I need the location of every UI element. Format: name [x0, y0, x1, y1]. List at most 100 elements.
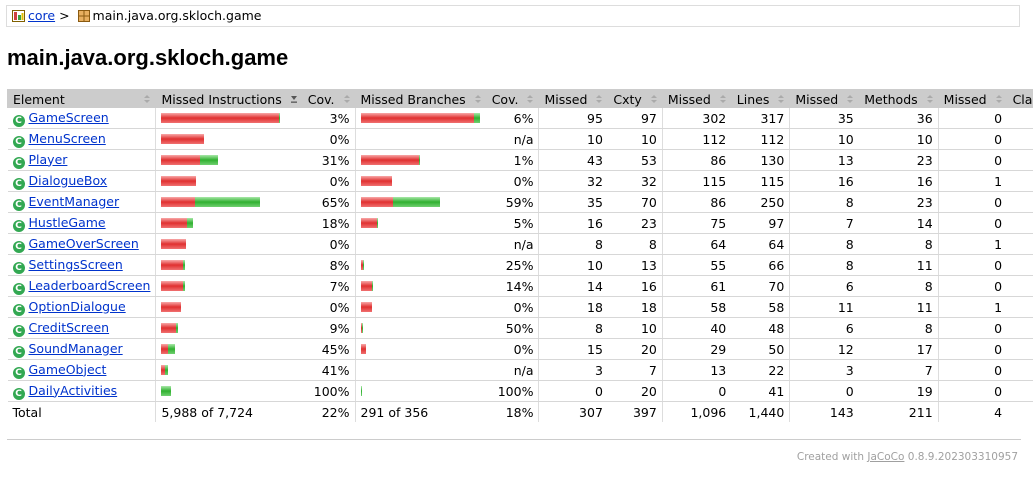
sort-icon [343, 94, 351, 104]
class-link[interactable]: OptionDialogue [29, 299, 126, 314]
branches-cov: 5% [486, 213, 539, 234]
instructions-cov: 100% [302, 381, 355, 402]
missed-lines: 58 [662, 297, 731, 318]
instructions-cov: 8% [302, 255, 355, 276]
header-missed-lines[interactable]: Missed [662, 90, 731, 109]
branches-cov: n/a [486, 360, 539, 381]
classes: 1 [1007, 381, 1033, 402]
missed-instructions-bar [156, 318, 302, 339]
header-missed-instructions[interactable]: Missed Instructions [156, 90, 302, 109]
footer-prefix: Created with [797, 451, 868, 463]
class-link[interactable]: Player [29, 152, 68, 167]
missed-methods: 16 [790, 171, 859, 192]
methods: 11 [859, 297, 938, 318]
class-link[interactable]: LeaderboardScreen [29, 278, 151, 293]
missed-methods: 7 [790, 213, 859, 234]
class-link[interactable]: GameObject [29, 362, 107, 377]
cxty: 10 [608, 129, 662, 150]
header-missed-methods[interactable]: Missed [790, 90, 859, 109]
instructions-cov: 41% [302, 360, 355, 381]
header-element[interactable]: Element [8, 90, 156, 109]
instructions-cov: 0% [302, 297, 355, 318]
classes: 1 [1007, 339, 1033, 360]
missed-lines: 13 [662, 360, 731, 381]
class-link[interactable]: SettingsScreen [29, 257, 123, 272]
covered-segment [183, 281, 185, 291]
classes: 1 [1007, 297, 1033, 318]
missed-cxty: 16 [539, 213, 608, 234]
header-instructions-cov[interactable]: Cov. [302, 90, 355, 109]
class-link[interactable]: HustleGame [29, 215, 106, 230]
cxty: 23 [608, 213, 662, 234]
header-lines[interactable]: Lines [731, 90, 790, 109]
methods: 14 [859, 213, 938, 234]
covered-segment [474, 113, 480, 123]
header-missed-cxty[interactable]: Missed [539, 90, 608, 109]
missed-instructions-bar [156, 297, 302, 318]
class-link[interactable]: MenuScreen [29, 131, 106, 146]
jacoco-link[interactable]: JaCoCo [867, 451, 904, 463]
covered-segment [362, 323, 363, 333]
class-link[interactable]: GameOverScreen [29, 236, 139, 251]
breadcrumb-core-link[interactable]: core [28, 8, 55, 23]
classes: 1 [1007, 234, 1033, 255]
class-link[interactable]: GameScreen [29, 110, 109, 125]
total-label: Total [8, 402, 156, 423]
table-row: CGameObject41%n/a3713223701 [8, 360, 1033, 381]
covered-segment [176, 323, 178, 333]
methods: 11 [859, 255, 938, 276]
methods: 36 [859, 108, 938, 129]
table-row: CMenuScreen0%n/a1010112112101001 [8, 129, 1033, 150]
header-branches-cov[interactable]: Cov. [486, 90, 539, 109]
branches-cov: 0% [486, 339, 539, 360]
element-cell: C Player [8, 150, 156, 171]
covered-segment [183, 260, 185, 270]
branches-cov: 0% [486, 297, 539, 318]
covered-segment [361, 386, 362, 396]
lines: 48 [731, 318, 790, 339]
missed-instructions-bar [156, 234, 302, 255]
methods: 8 [859, 276, 938, 297]
branches-cov: 6% [486, 108, 539, 129]
class-icon: C [13, 199, 25, 211]
header-label: Cov. [308, 92, 335, 107]
cxty: 70 [608, 192, 662, 213]
missed-classes: 0 [938, 318, 1007, 339]
branches-cov: n/a [486, 129, 539, 150]
missed-methods: 8 [790, 192, 859, 213]
missed-segment [361, 113, 474, 123]
header-classes[interactable]: Classes [1007, 90, 1033, 109]
missed-branches-bar [355, 255, 486, 276]
class-link[interactable]: DailyActivities [29, 383, 118, 398]
missed-classes: 0 [938, 339, 1007, 360]
class-link[interactable]: SoundManager [29, 341, 123, 356]
report-icon [12, 10, 25, 22]
branches-cov: 14% [486, 276, 539, 297]
missed-classes: 0 [938, 213, 1007, 234]
header-missed-branches[interactable]: Missed Branches [355, 90, 486, 109]
missed-instructions-bar [156, 255, 302, 276]
class-icon: C [13, 115, 25, 127]
lines: 22 [731, 360, 790, 381]
methods: 23 [859, 150, 938, 171]
class-icon: C [13, 157, 25, 169]
covered-segment [377, 218, 378, 228]
header-methods[interactable]: Methods [859, 90, 938, 109]
class-link[interactable]: CreditScreen [29, 320, 110, 335]
sort-icon [526, 94, 534, 104]
methods: 7 [859, 360, 938, 381]
missed-segment [161, 344, 168, 354]
missed-classes: 0 [938, 360, 1007, 381]
missed-branches-bar [355, 171, 486, 192]
class-link[interactable]: DialogueBox [29, 173, 108, 188]
missed-methods: 8 [790, 234, 859, 255]
header-cxty[interactable]: Cxty [608, 90, 662, 109]
header-label: Element [13, 92, 65, 107]
header-label: Missed Instructions [161, 92, 281, 107]
missed-methods: 0 [790, 381, 859, 402]
header-missed-classes[interactable]: Missed [938, 90, 1007, 109]
missed-segment [161, 176, 196, 186]
cxty: 13 [608, 255, 662, 276]
class-link[interactable]: EventManager [29, 194, 120, 209]
missed-lines: 302 [662, 108, 731, 129]
